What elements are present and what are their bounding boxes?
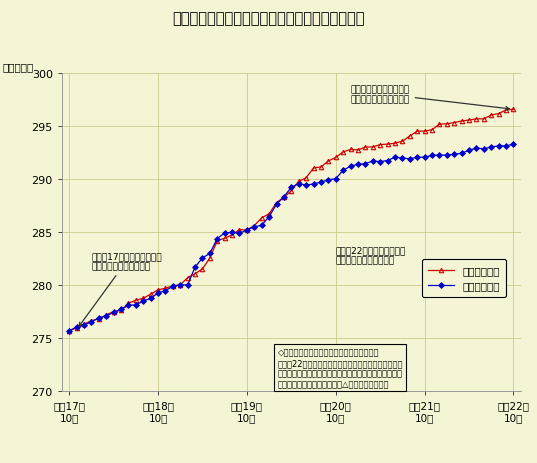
改定前世帯数 xyxy=(66,328,72,334)
改定前世帯数 xyxy=(510,107,517,113)
改定後世帯数 xyxy=(170,284,176,289)
Text: ◇国勢調査結果と人口動向調査推計値との差
　平成22年国勢調査結果　　２，９３３，８０２世帯
－）　人口動向調査推計値　　２，９６６，６２４世帯
　　　　　　　: ◇国勢調査結果と人口動向調査推計値との差 平成22年国勢調査結果 ２，９３３，８… xyxy=(278,348,403,388)
改定前世帯数 xyxy=(451,120,458,126)
Text: 【人口動向調査推計値】
２，９６６，６２４世帯: 【人口動向調査推計値】 ２，９６６，６２４世帯 xyxy=(351,85,509,111)
改定後世帯数 xyxy=(66,328,72,334)
改定後世帯数 xyxy=(303,183,309,188)
改定後世帯数 xyxy=(451,152,458,157)
Line: 改定前世帯数: 改定前世帯数 xyxy=(67,108,516,333)
Legend: 改定前世帯数, 改定後世帯数: 改定前世帯数, 改定後世帯数 xyxy=(422,260,506,297)
Text: 図２　国勢調査結果に基づく世帯数の改定（県）: 図２ 国勢調査結果に基づく世帯数の改定（県） xyxy=(172,12,365,26)
改定前世帯数 xyxy=(155,288,161,293)
改定後世帯数 xyxy=(332,176,339,182)
Line: 改定後世帯数: 改定後世帯数 xyxy=(67,143,516,333)
Text: 【平成17年国勢調査結果】
２，７５８，６３７世帯: 【平成17年国勢調査結果】 ２，７５８，６３７世帯 xyxy=(79,252,162,326)
改定前世帯数 xyxy=(303,175,309,181)
改定前世帯数 xyxy=(221,236,228,242)
Text: （万世帯）: （万世帯） xyxy=(3,63,34,73)
改定後世帯数 xyxy=(155,291,161,296)
改定後世帯数 xyxy=(221,231,228,236)
Text: 【平成22年国勢調査結果】
２，９３３，８０２世帯: 【平成22年国勢調査結果】 ２，９３３，８０２世帯 xyxy=(336,245,406,265)
改定後世帯数 xyxy=(510,142,517,148)
改定前世帯数 xyxy=(332,155,339,161)
改定前世帯数 xyxy=(170,283,176,289)
